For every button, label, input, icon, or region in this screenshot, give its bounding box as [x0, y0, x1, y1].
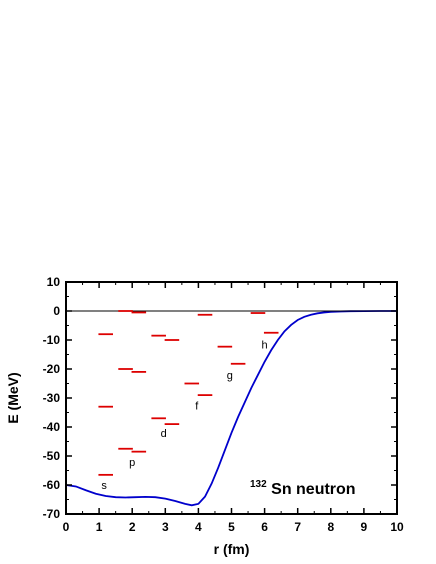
nucleus-annotation: 132 Sn neutron — [250, 474, 356, 498]
x-tick-label: 8 — [327, 520, 334, 534]
level-label-g: g — [227, 370, 233, 382]
y-tick-label: -70 — [43, 507, 61, 521]
y-tick-label: 0 — [53, 304, 60, 318]
nucleus-label: Sn neutron — [271, 481, 355, 498]
axis-ticks: 0 1 2 3 4 5 6 7 8 9 10 10 0 -10 -20 -30 -40 -50 -60 -70 — [43, 275, 404, 534]
x-tick-label: 3 — [162, 520, 169, 534]
plot-frame — [65, 281, 398, 515]
x-tick-label: 9 — [361, 520, 368, 534]
x-tick-label: 0 — [63, 520, 70, 534]
potential-curve — [65, 310, 398, 507]
x-tick-label: 4 — [195, 520, 202, 534]
y-tick-label: -40 — [43, 420, 61, 434]
y-tick-label: -30 — [43, 391, 61, 405]
x-tick-label: 10 — [390, 520, 404, 534]
level-label-f: f — [195, 400, 199, 412]
level-label-p: p — [129, 457, 135, 469]
y-tick-label: -60 — [43, 478, 61, 492]
y-tick-label: -10 — [43, 333, 61, 347]
y-tick-label: 10 — [47, 275, 61, 289]
x-tick-label: 7 — [294, 520, 301, 534]
level-label-d: d — [161, 428, 167, 440]
level-label-h: h — [262, 339, 268, 351]
plot-content: s p d f g h — [65, 310, 398, 507]
y-tick-label: -20 — [43, 362, 61, 376]
x-tick-label: 5 — [228, 520, 235, 534]
x-tick-label: 2 — [129, 520, 136, 534]
level-label-s: s — [101, 480, 107, 492]
x-tick-label: 6 — [261, 520, 268, 534]
y-axis-title: E (MeV) — [5, 372, 21, 423]
x-axis-title: r (fm) — [214, 541, 250, 557]
mass-number-superscript: 132 — [250, 479, 267, 490]
y-tick-label: -50 — [43, 449, 61, 463]
x-tick-label: 1 — [96, 520, 103, 534]
